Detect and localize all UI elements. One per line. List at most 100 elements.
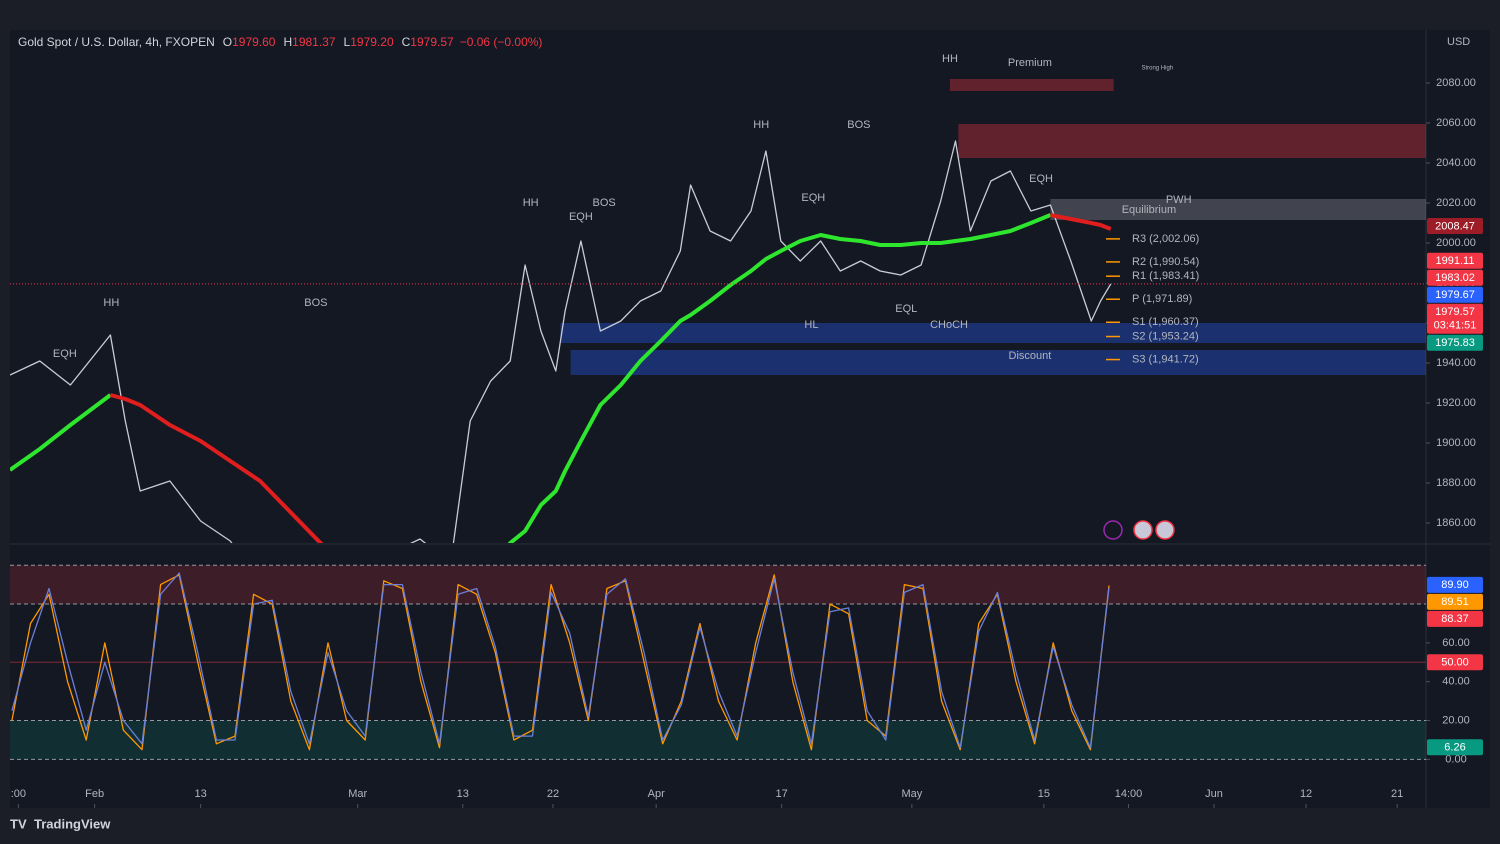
- x-tick-label: Apr: [648, 788, 665, 800]
- zone: [1050, 199, 1426, 220]
- price-pane: R3 (2,002.06) R2 (1,990.54) R1 (1,983.41) P…: [10, 53, 1426, 543]
- x-tick-label: 12: [1300, 788, 1312, 800]
- axis-marker: [1427, 252, 1483, 269]
- axis-marker: [1427, 334, 1483, 351]
- annotation: EQH: [569, 211, 593, 223]
- x-tick-label: 15: [1038, 788, 1050, 800]
- annotation: HH: [942, 53, 958, 65]
- annotation: Equilibrium: [1122, 204, 1176, 216]
- y-tick-label: 1920.00: [1436, 397, 1476, 409]
- pivot-label: S2 (1,953.24): [1132, 330, 1199, 342]
- y-tick-label: 40.00: [1442, 676, 1470, 688]
- axis-marker-label: 89.90: [1441, 579, 1469, 591]
- axis-marker-label: 6.26: [1444, 742, 1465, 754]
- y-tick-label: 1900.00: [1436, 437, 1476, 449]
- oscillator-pane: [10, 564, 1426, 760]
- x-tick-label: 13: [457, 788, 469, 800]
- x-tick-label: Jun: [1205, 788, 1223, 800]
- x-tick-label: Mar: [348, 788, 367, 800]
- event-icon[interactable]: [1155, 520, 1175, 540]
- annotation: HH: [103, 297, 119, 309]
- y-tick-label: 0.00: [1445, 753, 1466, 765]
- y-tick-label: 2060.00: [1436, 117, 1476, 129]
- ohlc-key: H: [283, 35, 292, 49]
- axis-marker: [1427, 610, 1483, 627]
- axis-marker-countdown: 03:41:51: [1434, 320, 1477, 332]
- brand-logo: TV: [10, 816, 27, 831]
- axis-marker: [1427, 303, 1483, 334]
- y-tick-label: 1880.00: [1436, 477, 1476, 489]
- y-tick-label: 1860.00: [1436, 517, 1476, 529]
- ohlc-value: 1981.37: [292, 35, 336, 49]
- y-tick-label: 2040.00: [1436, 157, 1476, 169]
- brand: TradingView: [34, 816, 111, 831]
- annotation: BOS: [304, 297, 327, 309]
- pivot-label: P (1,971.89): [1132, 293, 1192, 305]
- axis-marker: [1427, 576, 1483, 593]
- x-tick-label: 21: [1391, 788, 1403, 800]
- x-tick-label: :00: [11, 788, 26, 800]
- axis-marker: [1427, 269, 1483, 286]
- pivot-label: R1 (1,983.41): [1132, 270, 1199, 282]
- x-tick-label: May: [901, 788, 922, 800]
- annotation: PWH: [1166, 194, 1192, 206]
- currency: USD: [1447, 36, 1470, 48]
- axis-marker-label: 2008.47: [1435, 220, 1475, 232]
- x-tick-label: 14:00: [1115, 788, 1143, 800]
- y-tick-label: 2000.00: [1436, 237, 1476, 249]
- annotation: EQH: [801, 192, 825, 204]
- axes: 1860.001880.001900.001920.001940.001960.…: [11, 77, 1483, 808]
- annotation: EQL: [895, 303, 917, 315]
- annotation: Strong High: [1141, 66, 1173, 72]
- event-icon[interactable]: [1133, 520, 1153, 540]
- axis-marker-label: 1991.11: [1436, 255, 1475, 267]
- axis-marker: [1427, 739, 1483, 756]
- y-tick-label: 2080.00: [1436, 77, 1476, 89]
- ohlc-value: 1979.20: [350, 35, 394, 49]
- pivot-label: S1 (1,960.37): [1132, 316, 1199, 328]
- ohlc-value: 1979.60: [232, 35, 276, 49]
- annotation: EQH: [53, 348, 77, 360]
- axis-marker-label: 88.37: [1441, 613, 1469, 625]
- annotation: BOS: [847, 119, 870, 131]
- axis-marker: [1427, 654, 1483, 671]
- ohlc-key: C: [402, 35, 411, 49]
- zone: [560, 323, 1426, 343]
- axis-marker: [1427, 286, 1483, 303]
- pivot-label: R3 (2,002.06): [1132, 233, 1199, 245]
- axis-marker-label: 89.51: [1441, 596, 1469, 608]
- annotation: HL: [804, 319, 818, 331]
- x-tick-label: 22: [547, 788, 559, 800]
- ohlc-value: 1979.57: [410, 35, 454, 49]
- zone: [949, 79, 1114, 91]
- change: −0.06 (−0.00%): [460, 35, 543, 49]
- ohlc-key: L: [344, 35, 351, 49]
- symbol: Gold Spot / U.S. Dollar, 4h, FXOPEN: [18, 35, 215, 49]
- axis-marker-label: 1979.57: [1435, 306, 1475, 318]
- x-tick-label: Feb: [85, 788, 104, 800]
- x-tick-label: 13: [194, 788, 206, 800]
- annotation: BOS: [592, 197, 615, 209]
- zone: [958, 124, 1426, 158]
- axis-marker: [1427, 218, 1483, 235]
- y-tick-label: 60.00: [1442, 637, 1470, 649]
- axis-marker-label: 1983.02: [1435, 272, 1475, 284]
- event-icon[interactable]: [1103, 520, 1123, 540]
- ohlc-key: O: [223, 35, 232, 49]
- series-line: [10, 140, 1112, 543]
- x-tick-label: 17: [776, 788, 788, 800]
- annotation: HH: [753, 119, 769, 131]
- y-tick-label: 1940.00: [1436, 357, 1476, 369]
- header: Gold Spot / U.S. Dollar, 4h, FXOPEN O1979…: [18, 35, 542, 49]
- y-tick-label: 2020.00: [1436, 197, 1476, 209]
- series-line: [11, 572, 1110, 749]
- annotation: Premium: [1008, 57, 1052, 69]
- y-tick-label: 20.00: [1442, 714, 1470, 726]
- pivot-label: R2 (1,990.54): [1132, 256, 1199, 268]
- annotation: HH: [523, 197, 539, 209]
- series-line: [10, 213, 1052, 543]
- annotation: EQH: [1029, 173, 1053, 185]
- zone: [570, 350, 1426, 375]
